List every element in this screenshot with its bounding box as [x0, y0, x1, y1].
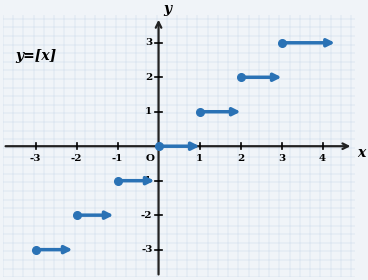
Text: -3: -3 [141, 245, 152, 254]
Text: 2: 2 [145, 73, 152, 82]
Text: 3: 3 [278, 154, 285, 163]
Text: y: y [163, 3, 171, 17]
Text: 1: 1 [145, 107, 152, 116]
Text: O: O [146, 154, 155, 163]
Text: 3: 3 [145, 38, 152, 47]
Text: x: x [357, 146, 366, 160]
Text: -3: -3 [30, 154, 41, 163]
Text: 1: 1 [196, 154, 203, 163]
Text: -2: -2 [141, 211, 152, 220]
Text: -1: -1 [112, 154, 123, 163]
Text: 4: 4 [319, 154, 326, 163]
Text: 2: 2 [237, 154, 244, 163]
Text: -1: -1 [141, 176, 152, 185]
Text: y=[x]: y=[x] [15, 49, 56, 63]
Text: -2: -2 [71, 154, 82, 163]
